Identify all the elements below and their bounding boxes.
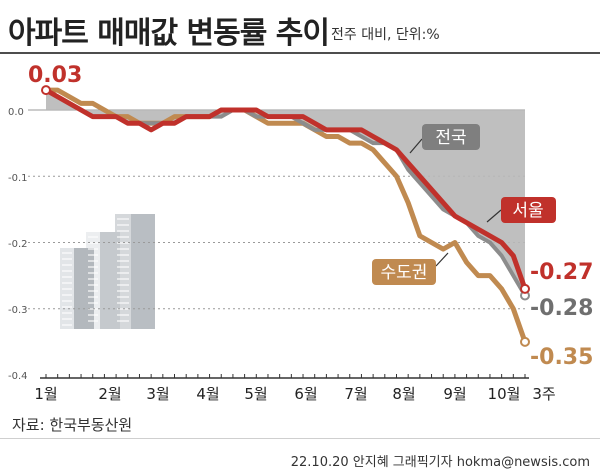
window-row	[117, 254, 129, 256]
line-chart: 0.0 -0.1 -0.2 -0.3 -0.4 1월 2월 3월 4월 5월 6…	[8, 63, 593, 403]
y-tick-label: -0.2	[8, 239, 28, 250]
window-row	[88, 284, 98, 286]
window-row	[88, 266, 98, 268]
window-row	[117, 218, 129, 220]
window-row	[62, 312, 72, 314]
window-row	[62, 300, 72, 302]
window-row	[88, 278, 98, 280]
x-axis	[40, 374, 529, 379]
national-label-text: 전국	[435, 128, 466, 148]
national-end-value-label: -0.28	[530, 296, 593, 321]
window-row	[117, 296, 129, 298]
seoul-series-label: 서울	[486, 197, 556, 223]
window-row	[62, 294, 72, 296]
x-tick-label: 5월	[244, 385, 267, 403]
seoul-end-value-label: -0.27	[530, 260, 593, 285]
chart-subtitle: 전주 대비, 단위:%	[331, 27, 440, 43]
capital-area-end-marker	[520, 336, 530, 347]
window-row	[117, 284, 129, 286]
window-row	[88, 260, 98, 262]
series-lines	[41, 85, 530, 347]
apartment-buildings-illustration	[60, 214, 155, 329]
y-tick-label: -0.4	[8, 371, 28, 382]
y-tick-label: -0.3	[8, 305, 28, 316]
window-row	[88, 254, 98, 256]
window-row	[117, 248, 129, 250]
national-area-fill	[46, 90, 525, 296]
x-tick-label: 9월	[443, 385, 466, 403]
window-row	[88, 272, 98, 274]
chart-title: 아파트 매매값 변동률 추이	[8, 16, 330, 51]
window-row	[88, 314, 98, 316]
x-tick-label: 1월	[34, 385, 57, 403]
seoul-label-text: 서울	[512, 201, 543, 221]
window-row	[88, 248, 98, 250]
window-row	[88, 320, 98, 322]
window-row	[62, 324, 72, 326]
x-tick-label: 3월	[146, 385, 169, 403]
capital-area-line	[43, 87, 528, 345]
window-row	[62, 282, 72, 284]
footer-divider	[0, 438, 600, 439]
start-marker	[41, 85, 51, 96]
title-divider	[0, 52, 600, 54]
window-row	[117, 278, 129, 280]
x-tick-label: 4월	[196, 385, 219, 403]
window-row	[62, 264, 72, 266]
window-row	[117, 230, 129, 232]
window-row	[62, 276, 72, 278]
capital-area-series-label: 수도권	[372, 252, 449, 285]
window-row	[62, 288, 72, 290]
seoul-line	[43, 87, 528, 292]
window-row	[117, 302, 129, 304]
x-tick-label: 2월	[98, 385, 121, 403]
seoul-end-marker	[520, 283, 530, 294]
national-series-label: 전국	[409, 124, 480, 154]
window-row	[62, 318, 72, 320]
y-tick-label: 0.0	[8, 107, 24, 118]
building-windows	[62, 218, 129, 326]
window-row	[88, 236, 98, 238]
window-row	[62, 270, 72, 272]
capital-area-end-value-label: -0.35	[530, 345, 593, 370]
x-tick-label: 10월	[488, 385, 521, 403]
y-tick-label: -0.1	[8, 173, 28, 184]
window-row	[62, 306, 72, 308]
national-label-box	[422, 124, 480, 150]
window-row	[117, 260, 129, 262]
x-tick-label: 7월	[344, 385, 367, 403]
credit-line: 22.10.20 안지혜 그래픽기자 hokma@newsis.com	[290, 455, 590, 470]
window-row	[88, 296, 98, 298]
window-row	[117, 236, 129, 238]
window-row	[117, 266, 129, 268]
capital-area-label-text: 수도권	[381, 263, 428, 283]
window-row	[88, 302, 98, 304]
window-row	[117, 272, 129, 274]
x-tick-label: 6월	[294, 385, 317, 403]
capital-area-label-box	[372, 259, 436, 285]
source-note: 자료: 한국부동산원	[12, 416, 133, 434]
window-row	[117, 320, 129, 322]
national-area	[46, 90, 525, 296]
window-row	[62, 258, 72, 260]
window-row	[117, 314, 129, 316]
window-row	[62, 252, 72, 254]
start-value-label: 0.03	[28, 63, 82, 88]
window-row	[117, 290, 129, 292]
window-row	[88, 290, 98, 292]
x-tick-label: 3주	[532, 385, 555, 403]
window-row	[117, 224, 129, 226]
seoul-label-box	[501, 197, 556, 223]
x-tick-label: 8월	[392, 385, 415, 403]
